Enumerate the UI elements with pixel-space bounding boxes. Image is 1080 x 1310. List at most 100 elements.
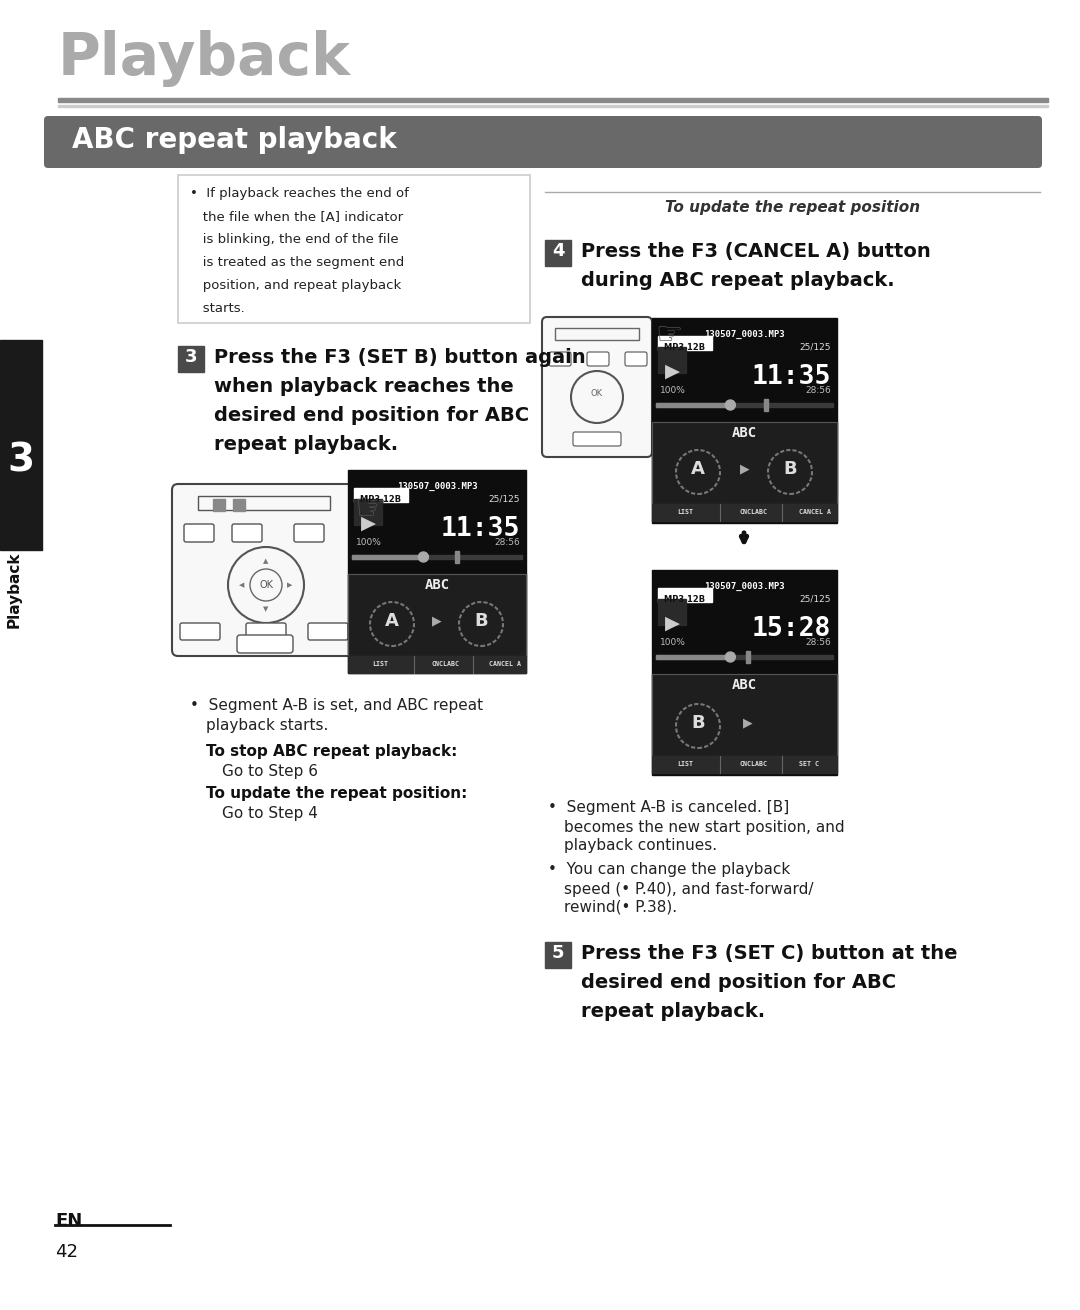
Text: ▶: ▶	[743, 717, 753, 730]
Text: To update the repeat position:: To update the repeat position:	[206, 786, 468, 800]
Bar	[0, 341, 42, 550]
Text: desired end position for ABC: desired end position for ABC	[581, 973, 896, 992]
Text: To stop ABC repeat playback:: To stop ABC repeat playback:	[206, 744, 457, 758]
Text: rewind(• P.38).: rewind(• P.38).	[564, 900, 677, 914]
Text: Press the F3 (SET C) button at the: Press the F3 (SET C) button at the	[581, 945, 958, 963]
FancyBboxPatch shape	[294, 524, 324, 542]
Bar	[764, 400, 768, 411]
Text: B: B	[474, 612, 488, 630]
Bar	[58, 98, 1048, 102]
Text: Press the F3 (SET B) button again: Press the F3 (SET B) button again	[214, 348, 585, 367]
Text: playback continues.: playback continues.	[564, 838, 717, 853]
Bar	[652, 422, 837, 504]
Text: LIST: LIST	[677, 510, 693, 515]
Text: during ABC repeat playback.: during ABC repeat playback.	[581, 271, 894, 290]
Text: 11:35: 11:35	[752, 364, 831, 390]
Bar	[658, 347, 686, 373]
FancyBboxPatch shape	[246, 624, 286, 641]
FancyBboxPatch shape	[625, 352, 647, 365]
Bar	[348, 574, 526, 656]
Text: becomes the new start position, and: becomes the new start position, and	[564, 820, 845, 834]
Bar	[652, 422, 837, 504]
FancyBboxPatch shape	[44, 117, 1042, 168]
Text: 100%: 100%	[660, 386, 686, 396]
FancyBboxPatch shape	[308, 624, 348, 641]
Text: 28:56: 28:56	[806, 386, 831, 396]
Text: CANCEL A: CANCEL A	[799, 510, 831, 515]
Text: MP3 12B: MP3 12B	[664, 595, 705, 604]
Text: is blinking, the end of the file: is blinking, the end of the file	[190, 233, 399, 246]
Text: ▶: ▶	[361, 514, 376, 533]
Bar	[348, 470, 526, 673]
Text: CNCLABC: CNCLABC	[432, 662, 460, 667]
Text: LIST: LIST	[372, 662, 388, 667]
Bar	[354, 489, 408, 502]
FancyBboxPatch shape	[180, 624, 220, 641]
Bar	[178, 176, 530, 324]
Text: MP3 12B: MP3 12B	[664, 343, 705, 352]
Text: To update the repeat position: To update the repeat position	[665, 200, 920, 215]
Bar	[652, 675, 837, 756]
Text: 3: 3	[185, 348, 198, 365]
Bar	[658, 588, 712, 603]
FancyBboxPatch shape	[237, 635, 293, 652]
Text: 28:56: 28:56	[495, 538, 519, 548]
Text: ▶: ▶	[664, 362, 679, 381]
Text: •  If playback reaches the end of: • If playback reaches the end of	[190, 187, 409, 200]
Bar	[456, 552, 459, 563]
Text: •  You can change the playback: • You can change the playback	[548, 862, 791, 876]
Text: ABC repeat playback: ABC repeat playback	[72, 126, 396, 155]
Bar	[652, 756, 837, 773]
Text: 130507_0003.MP3: 130507_0003.MP3	[396, 482, 477, 491]
Bar	[198, 496, 330, 510]
Text: LIST: LIST	[677, 761, 693, 766]
Text: ◀: ◀	[240, 582, 245, 588]
Text: 42: 42	[55, 1243, 78, 1262]
Text: B: B	[783, 460, 797, 478]
Text: ABC: ABC	[732, 679, 757, 692]
Bar	[652, 318, 837, 523]
Text: 100%: 100%	[356, 538, 382, 548]
Text: 5: 5	[552, 945, 564, 962]
Text: Go to Step 4: Go to Step 4	[222, 806, 318, 821]
Text: ▶: ▶	[664, 614, 679, 633]
Text: 100%: 100%	[660, 638, 686, 647]
Text: OK: OK	[259, 580, 273, 590]
Text: Playback: Playback	[58, 30, 351, 86]
FancyBboxPatch shape	[184, 524, 214, 542]
Text: speed (• P.40), and fast-forward/: speed (• P.40), and fast-forward/	[564, 882, 813, 897]
Text: MP3 12B: MP3 12B	[361, 495, 402, 504]
FancyBboxPatch shape	[232, 524, 262, 542]
Text: 15:28: 15:28	[752, 616, 831, 642]
Text: 25/125: 25/125	[799, 343, 831, 352]
Text: A: A	[691, 460, 705, 478]
Text: CNCLABC: CNCLABC	[740, 761, 768, 766]
Text: ▶: ▶	[287, 582, 293, 588]
Text: ▲: ▲	[264, 558, 269, 565]
Text: repeat playback.: repeat playback.	[581, 1002, 765, 1020]
Circle shape	[726, 652, 735, 662]
Text: 130507_0003.MP3: 130507_0003.MP3	[704, 582, 785, 591]
FancyBboxPatch shape	[588, 352, 609, 365]
Text: Go to Step 6: Go to Step 6	[222, 764, 318, 779]
Bar	[656, 403, 730, 407]
Text: repeat playback.: repeat playback.	[214, 435, 399, 455]
Bar	[658, 335, 712, 350]
FancyBboxPatch shape	[542, 317, 652, 457]
Bar	[746, 651, 750, 663]
Bar	[233, 499, 245, 511]
Text: 130507_0003.MP3: 130507_0003.MP3	[704, 330, 785, 339]
Bar	[545, 240, 571, 266]
Text: the file when the [A] indicator: the file when the [A] indicator	[190, 210, 403, 223]
Text: A: A	[386, 612, 399, 630]
Text: starts.: starts.	[190, 303, 245, 314]
Circle shape	[418, 552, 429, 562]
Text: CANCEL A: CANCEL A	[488, 662, 521, 667]
Text: OK: OK	[591, 389, 603, 398]
Text: ☞: ☞	[355, 491, 388, 525]
Text: ▶: ▶	[740, 462, 750, 476]
Text: •  Segment A-B is set, and ABC repeat: • Segment A-B is set, and ABC repeat	[190, 698, 483, 713]
Bar	[352, 555, 423, 559]
Bar	[656, 655, 730, 659]
Text: ▼: ▼	[264, 607, 269, 612]
